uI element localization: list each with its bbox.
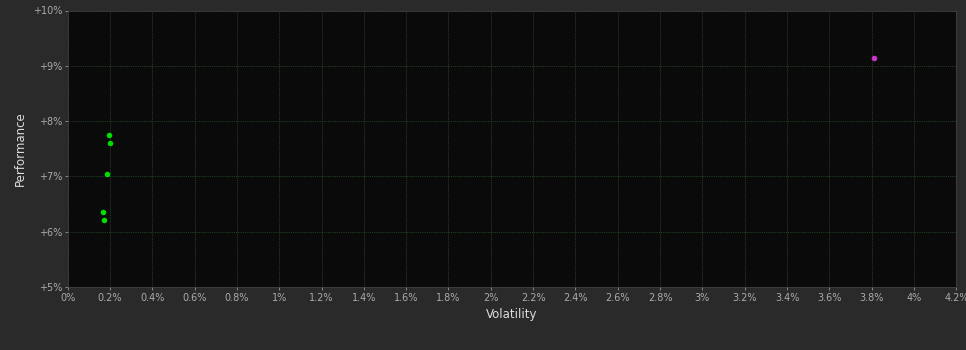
Y-axis label: Performance: Performance (14, 111, 27, 186)
X-axis label: Volatility: Volatility (486, 308, 538, 321)
